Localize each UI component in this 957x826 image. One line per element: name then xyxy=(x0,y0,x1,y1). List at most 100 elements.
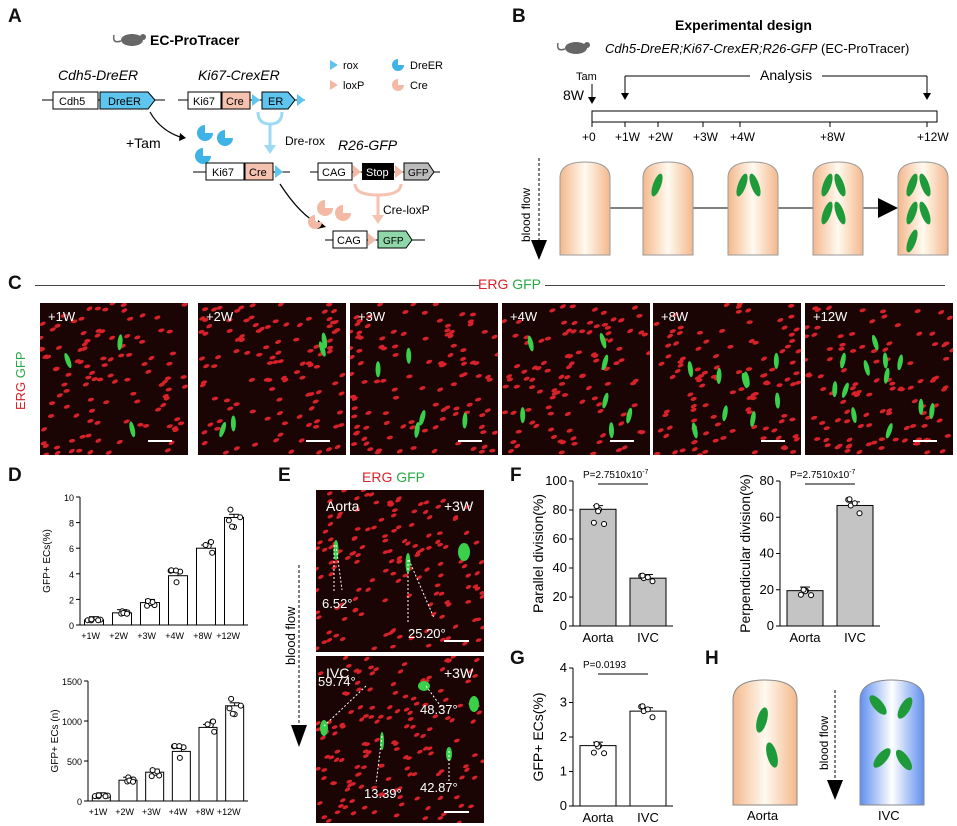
erg-nucleus xyxy=(94,306,102,311)
erg-nucleus xyxy=(316,588,320,593)
erg-nucleus xyxy=(293,337,300,342)
timeline-label: +1W xyxy=(615,130,641,144)
x-tick-label: +3W xyxy=(137,631,156,641)
erg-nucleus xyxy=(411,772,418,777)
y-tick-label: 2 xyxy=(560,729,567,744)
erg-nucleus xyxy=(216,305,223,310)
erg-nucleus xyxy=(468,669,474,674)
erg-nucleus xyxy=(354,527,361,531)
erg-nucleus xyxy=(474,571,480,576)
side-gfp-label: GFP xyxy=(13,351,28,379)
erg-nucleus xyxy=(469,360,477,365)
y-tick-label: 60 xyxy=(760,509,774,524)
erg-nucleus xyxy=(468,804,474,809)
erg-nucleus xyxy=(564,411,571,417)
x-tick-label: +8W xyxy=(195,807,214,817)
erg-nucleus xyxy=(852,382,859,387)
erg-nucleus xyxy=(424,567,430,572)
erg-nucleus xyxy=(479,413,486,418)
erg-nucleus xyxy=(677,359,684,364)
legend-cre: Cre xyxy=(410,80,428,92)
y-tick-label: 1500 xyxy=(62,677,82,687)
erg-nucleus xyxy=(426,545,432,550)
mouse-icon xyxy=(112,34,146,46)
erg-nucleus xyxy=(373,667,379,672)
erg-nucleus xyxy=(350,782,356,786)
erg-nucleus xyxy=(277,432,284,437)
erg-nucleus xyxy=(352,607,358,612)
data-point xyxy=(227,506,234,513)
erg-nucleus xyxy=(81,341,88,347)
y-axis-label: GFP+ ECs(%) xyxy=(42,529,53,593)
erg-nucleus xyxy=(882,347,889,352)
erg-nucleus xyxy=(844,448,851,453)
erg-nucleus xyxy=(444,332,451,337)
erg-nucleus xyxy=(308,406,315,411)
erg-nucleus xyxy=(540,360,547,366)
erg-nucleus xyxy=(738,387,745,392)
erg-nucleus xyxy=(410,724,416,729)
erg-nucleus xyxy=(331,725,338,730)
erg-nucleus xyxy=(788,332,795,337)
erg-nucleus xyxy=(350,811,357,816)
erg-nucleus xyxy=(326,720,333,725)
erg-nucleus xyxy=(334,606,341,610)
gfp-cell xyxy=(885,423,893,439)
erg-nucleus xyxy=(84,364,91,369)
erg-nucleus xyxy=(455,441,462,446)
erg-nucleus xyxy=(371,646,378,651)
erg-nucleus xyxy=(760,436,767,441)
erg-nucleus xyxy=(929,331,936,336)
erg-nucleus xyxy=(299,375,306,380)
erg-nucleus xyxy=(464,767,470,772)
panel-a-diagram: EC-ProTracer Cdh5-DreER Ki67-CrexER Cdh5… xyxy=(42,32,443,249)
erg-nucleus xyxy=(358,612,365,617)
gfp-clone xyxy=(756,707,768,733)
erg-nucleus xyxy=(91,377,98,382)
erg-nucleus xyxy=(363,754,369,758)
erg-nucleus xyxy=(437,688,444,693)
erg-nucleus xyxy=(327,498,333,504)
erg-nucleus xyxy=(320,735,326,740)
data-point xyxy=(797,591,804,598)
erg-nucleus xyxy=(207,422,214,427)
erg-nucleus xyxy=(402,538,408,544)
y-tick-label: 3 xyxy=(560,695,567,710)
erg-nucleus xyxy=(350,355,355,360)
erg-nucleus xyxy=(352,596,359,602)
erg-nucleus xyxy=(263,377,271,382)
erg-nucleus xyxy=(134,399,141,404)
erg-nucleus xyxy=(439,417,446,421)
timeline-label: +0 xyxy=(582,130,596,144)
erg-nucleus xyxy=(396,449,403,454)
e-ivc-timepoint: +3W xyxy=(444,665,474,681)
erg-nucleus xyxy=(354,507,360,512)
erg-nucleus xyxy=(846,437,853,443)
erg-nucleus xyxy=(549,308,556,313)
erg-nucleus xyxy=(361,765,367,770)
erg-nucleus xyxy=(345,664,352,668)
box-stop: Stop xyxy=(366,167,389,179)
scale-bar xyxy=(306,440,330,442)
erg-nucleus xyxy=(481,329,488,334)
x-tick-label: +12W xyxy=(216,631,240,641)
erg-nucleus xyxy=(433,591,440,596)
erg-nucleus xyxy=(921,423,928,428)
erg-nucleus xyxy=(491,334,498,339)
erg-nucleus xyxy=(377,303,384,307)
gfp-cell xyxy=(841,382,849,398)
erg-nucleus xyxy=(886,341,893,346)
erg-nucleus xyxy=(813,437,821,441)
y-tick-label: 40 xyxy=(760,546,774,561)
erg-nucleus xyxy=(579,399,586,404)
data-point xyxy=(644,706,651,713)
erg-nucleus xyxy=(341,691,348,696)
erg-nucleus xyxy=(377,763,384,768)
erg-nucleus xyxy=(571,320,578,326)
erg-nucleus xyxy=(837,334,844,339)
erg-nucleus xyxy=(354,321,361,327)
erg-nucleus xyxy=(264,324,271,329)
erg-nucleus xyxy=(819,421,826,425)
erg-nucleus xyxy=(211,396,219,401)
erg-nucleus xyxy=(469,312,477,317)
